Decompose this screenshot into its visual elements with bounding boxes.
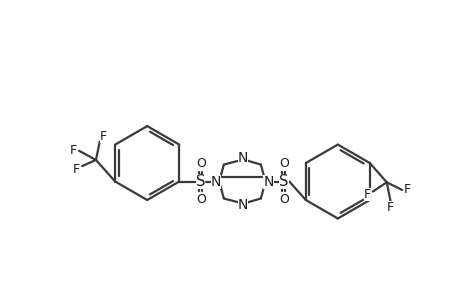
Text: F: F [72,164,79,176]
Text: O: O [196,193,205,206]
Text: S: S [196,174,205,189]
Text: N: N [211,175,221,188]
Text: N: N [263,175,273,188]
Text: N: N [237,152,248,165]
Text: O: O [279,193,288,206]
Text: F: F [100,130,107,142]
Text: O: O [196,157,205,170]
Text: O: O [279,157,288,170]
Text: F: F [403,184,410,196]
Text: S: S [279,174,288,189]
Text: F: F [386,201,393,214]
Text: F: F [70,144,77,157]
Text: N: N [237,198,248,212]
Text: F: F [363,188,370,201]
